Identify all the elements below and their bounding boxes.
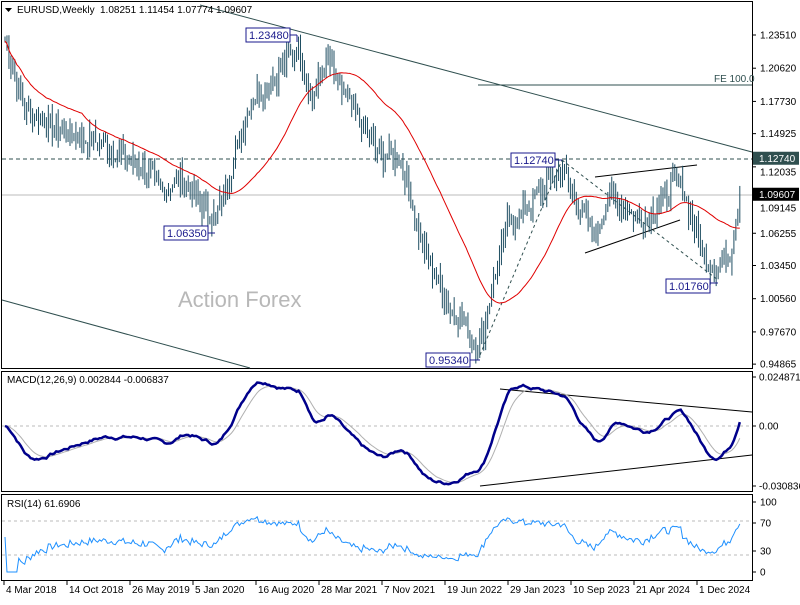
macd-title: MACD(12,26,9) 0.002844 -0.006837	[7, 375, 169, 386]
price-tick-label: 1.12035	[760, 168, 797, 179]
date-tick-label: 4 Mar 2018	[6, 585, 57, 596]
date-tick-label: 14 Oct 2018	[69, 585, 124, 596]
price-tick-label: 1.00560	[760, 294, 797, 305]
dropdown-triangle-icon[interactable]	[5, 8, 12, 12]
date-tick-label: 26 May 2019	[132, 585, 190, 596]
fe-label: FE 100.0	[714, 74, 755, 85]
macd-lower-trendline[interactable]	[479, 454, 753, 487]
macd-panel	[1, 371, 753, 492]
symbol-timeframe: EURUSD,Weekly	[17, 5, 95, 16]
date-tick-label: 29 Jan 2023	[510, 585, 565, 596]
wedge-lower-line[interactable]	[584, 219, 681, 254]
label-low-1.01760: 1.01760	[669, 281, 709, 293]
date-tick-label: 1 Dec 2024	[699, 585, 751, 596]
date-tick-label: 16 Aug 2020	[258, 585, 315, 596]
price-tick-label: 1.03450	[760, 261, 797, 272]
moving-average-line	[4, 40, 740, 304]
date-tick-label: 28 Mar 2021	[321, 585, 378, 596]
label-high-1.12740: 1.12740	[514, 155, 554, 167]
rsi-title: RSI(14) 61.6906	[7, 499, 81, 510]
price-tick-label: 1.23510	[760, 31, 797, 42]
rsi-tick-label: 30	[760, 547, 772, 558]
macd-upper-trendline[interactable]	[499, 388, 753, 413]
rsi-tick-label: 0	[760, 568, 766, 579]
price-tick-label: 0.97670	[760, 327, 797, 338]
rsi-panel	[1, 494, 753, 581]
macd-line	[4, 381, 742, 486]
lower-trendline[interactable]	[1, 299, 251, 369]
level-price-tag-bg	[753, 151, 799, 165]
date-tick-label: 10 Sep 2023	[573, 585, 630, 596]
macd-tick-label: 0.00	[759, 422, 779, 433]
price-tick-label: 1.20620	[760, 64, 797, 75]
date-tick-label: 19 Jun 2022	[447, 585, 502, 596]
label-low-1.06350: 1.06350	[167, 228, 207, 240]
price-bars	[4, 34, 741, 364]
price-tick-label: 0.94865	[760, 360, 797, 371]
current-price-tag-bg	[753, 187, 799, 201]
label-low-0.95340: 0.95340	[429, 355, 469, 367]
macd-tick-label: 0.024871	[759, 373, 800, 384]
rally-dashed-line	[479, 159, 563, 356]
price-tick-label: 1.17730	[760, 97, 797, 108]
rsi-tick-label: 100	[760, 498, 777, 509]
level-price-tag: 1.12740	[759, 154, 796, 165]
label-box-1.01760	[665, 278, 711, 294]
decline-dashed-line	[561, 159, 719, 281]
upper-trendline[interactable]	[199, 4, 753, 153]
price-tick-label: 1.09145	[760, 204, 797, 215]
watermark: Action Forex	[178, 287, 302, 312]
price-tick-label: 1.06255	[760, 229, 797, 240]
date-tick-label: 7 Nov 2021	[384, 585, 436, 596]
rsi-line	[4, 515, 741, 573]
rsi-tick-label: 70	[760, 519, 772, 530]
wedge-upper-line[interactable]	[594, 164, 698, 178]
price-panel	[1, 1, 753, 369]
current-price-tag: 1.09607	[759, 190, 796, 201]
macd-tick-label: -0.030836	[759, 482, 800, 493]
price-tick-label: 1.14925	[760, 129, 797, 140]
ohlc-values: 1.08251 1.11454 1.07774 1.09607	[100, 5, 253, 16]
date-tick-label: 5 Jan 2020	[195, 585, 245, 596]
date-tick-label: 21 Apr 2024	[636, 585, 690, 596]
axes: 1.23510 1.20620 1.17730 1.14925 1.12035 1.091…	[3, 31, 800, 596]
label-high-1.23480: 1.23480	[249, 30, 289, 42]
